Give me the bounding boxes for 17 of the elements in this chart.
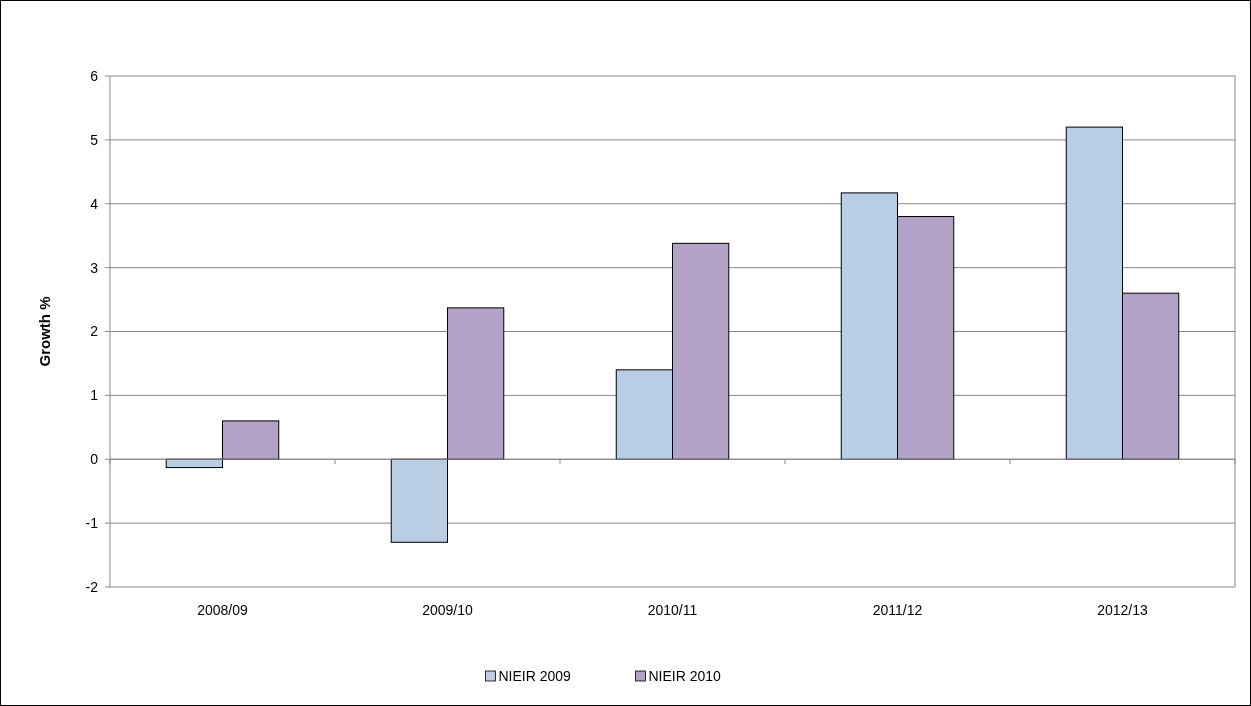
legend-label: NIEIR 2010 <box>648 667 722 684</box>
y-tick-label: -2 <box>85 578 99 595</box>
y-tick-label: 0 <box>90 451 99 468</box>
x-tick-label: 2008/09 <box>197 602 249 618</box>
x-tick-label: 2009/10 <box>422 602 474 618</box>
y-tick-label: 1 <box>90 387 99 404</box>
y-tick-label: 5 <box>90 131 99 148</box>
y-tick-label: 3 <box>90 259 99 276</box>
legend-label: NIEIR 2009 <box>498 667 572 684</box>
x-tick-label: 2010/11 <box>647 602 698 618</box>
x-tick-label: 2012/13 <box>1097 602 1149 618</box>
y-axis-title: Growth % <box>36 296 53 367</box>
y-tick-label: 2 <box>90 323 99 340</box>
y-tick-label: -1 <box>85 515 99 532</box>
x-tick-label: 2011/12 <box>872 602 923 618</box>
y-tick-label: 6 <box>90 67 99 84</box>
y-tick-label: 4 <box>90 195 99 212</box>
